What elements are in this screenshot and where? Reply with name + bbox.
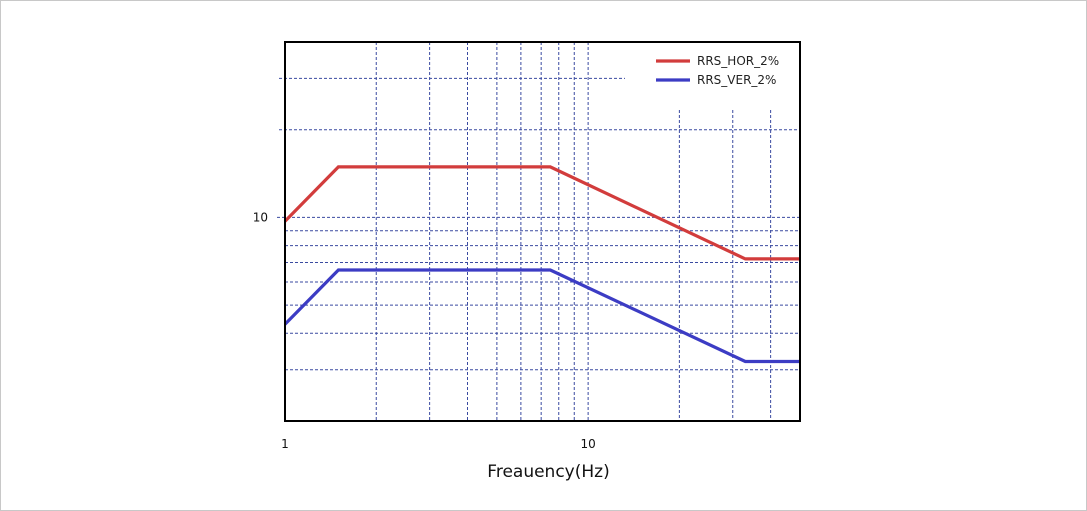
x-axis-title: Freauency(Hz) — [487, 462, 609, 482]
tick-labels: 1 10 10 — [253, 210, 596, 451]
plot-area-border — [284, 41, 801, 422]
legend-label: RRS_HOR_2% — [697, 54, 779, 68]
legend: RRS_HOR_2% RRS_VER_2% — [656, 54, 779, 87]
x-tick-label: 1 — [281, 437, 289, 451]
grid — [277, 42, 800, 421]
series-layer — [283, 165, 800, 364]
legend-label: RRS_VER_2% — [697, 73, 776, 87]
series-line-2 — [283, 268, 800, 364]
x-tick-label: 10 — [580, 437, 595, 451]
y-tick-label: 10 — [253, 210, 268, 224]
series-line-1 — [283, 165, 800, 261]
